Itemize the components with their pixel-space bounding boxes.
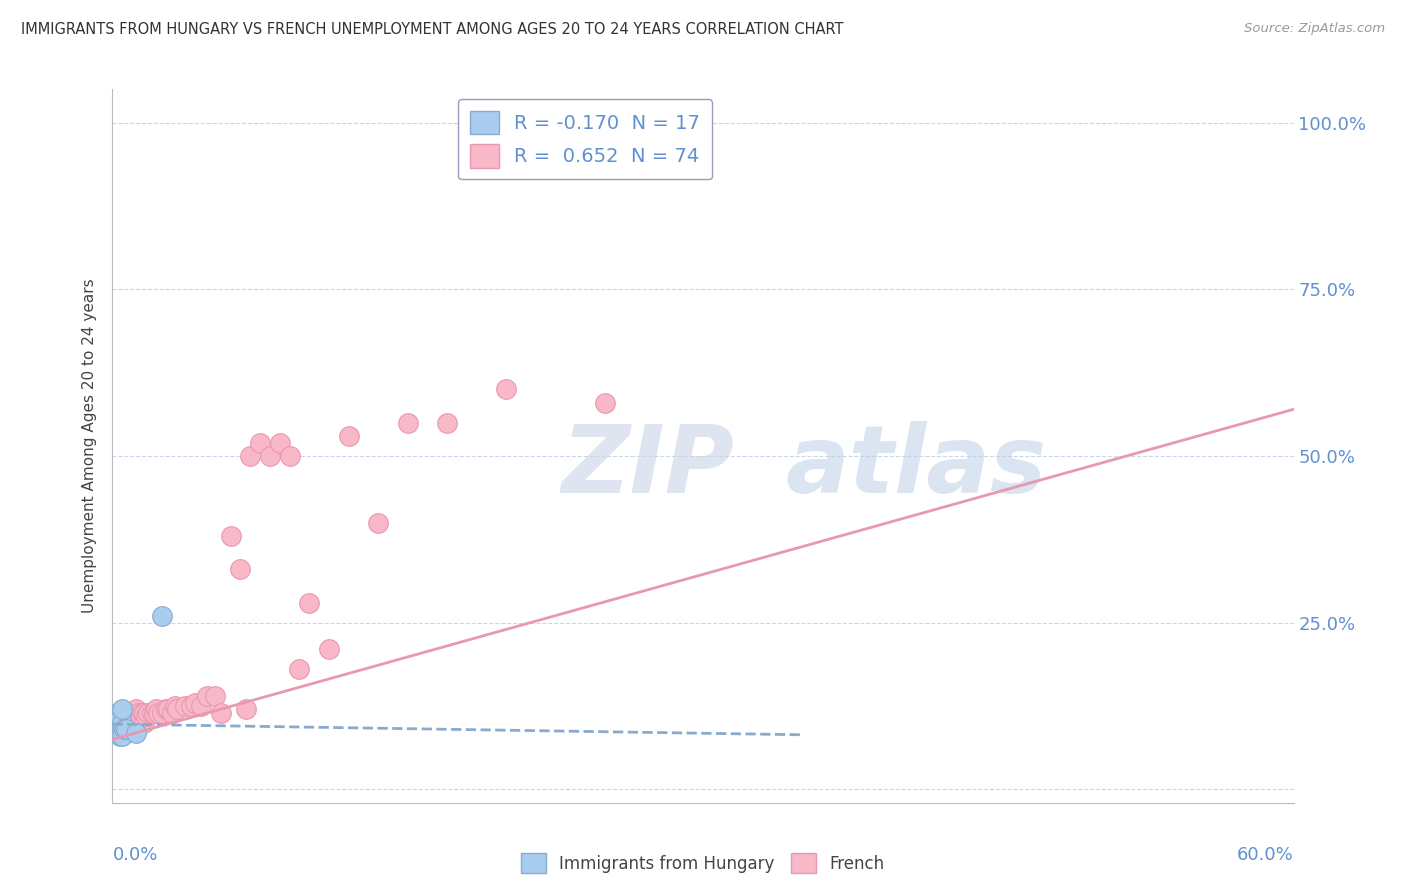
Point: [122, 715, 145, 730]
Text: IMMIGRANTS FROM HUNGARY VS FRENCH UNEMPLOYMENT AMONG AGES 20 TO 24 YEARS CORRELA: IMMIGRANTS FROM HUNGARY VS FRENCH UNEMPL…: [21, 22, 844, 37]
Point: [209, 706, 232, 720]
Point: [110, 719, 132, 733]
Text: 60.0%: 60.0%: [1237, 846, 1294, 863]
Point: [269, 435, 291, 450]
Point: [105, 719, 128, 733]
Point: [110, 713, 132, 727]
Point: [110, 713, 132, 727]
Point: [111, 702, 134, 716]
Point: [141, 706, 163, 720]
Text: Source: ZipAtlas.com: Source: ZipAtlas.com: [1244, 22, 1385, 36]
Point: [122, 706, 145, 720]
Point: [132, 706, 155, 720]
Point: [142, 706, 165, 720]
Point: [146, 706, 169, 720]
Text: ZIP: ZIP: [561, 421, 734, 514]
Point: [127, 706, 149, 720]
Point: [117, 715, 139, 730]
Legend: Immigrants from Hungary, French: Immigrants from Hungary, French: [515, 847, 891, 880]
Point: [174, 699, 197, 714]
Point: [107, 706, 129, 720]
Point: [239, 449, 262, 463]
Point: [111, 725, 134, 739]
Point: [105, 725, 128, 739]
Point: [115, 723, 138, 737]
Point: [593, 395, 616, 409]
Point: [145, 702, 167, 716]
Point: [166, 702, 188, 716]
Point: [131, 706, 153, 720]
Point: [107, 723, 129, 737]
Point: [111, 729, 134, 743]
Point: [115, 719, 138, 733]
Point: [219, 529, 242, 543]
Point: [105, 715, 128, 730]
Point: [121, 706, 143, 720]
Point: [436, 416, 458, 430]
Point: [112, 715, 135, 730]
Point: [107, 715, 129, 730]
Point: [495, 382, 517, 396]
Point: [135, 709, 157, 723]
Point: [249, 435, 271, 450]
Point: [156, 702, 179, 716]
Point: [117, 706, 139, 720]
Point: [111, 715, 134, 730]
Point: [150, 609, 173, 624]
Point: [125, 725, 148, 739]
Point: [195, 689, 218, 703]
Point: [110, 723, 132, 737]
Point: [298, 596, 321, 610]
Point: [136, 706, 159, 720]
Point: [105, 725, 128, 739]
Text: atlas: atlas: [786, 421, 1047, 514]
Y-axis label: Unemployment Among Ages 20 to 24 years: Unemployment Among Ages 20 to 24 years: [82, 278, 97, 614]
Point: [125, 702, 148, 716]
Point: [396, 416, 419, 430]
Point: [121, 723, 143, 737]
Point: [120, 723, 142, 737]
Point: [204, 689, 226, 703]
Point: [235, 702, 257, 716]
Text: 0.0%: 0.0%: [112, 846, 157, 863]
Point: [367, 516, 389, 530]
Point: [132, 715, 155, 730]
Point: [115, 706, 138, 720]
Point: [160, 706, 183, 720]
Point: [112, 723, 135, 737]
Point: [121, 715, 143, 730]
Point: [190, 699, 212, 714]
Point: [165, 699, 187, 714]
Point: [127, 715, 149, 730]
Point: [278, 449, 301, 463]
Point: [125, 713, 148, 727]
Point: [318, 642, 340, 657]
Point: [288, 662, 311, 676]
Point: [110, 725, 132, 739]
Point: [259, 449, 281, 463]
Point: [112, 706, 135, 720]
Point: [111, 723, 134, 737]
Point: [112, 723, 135, 737]
Point: [180, 699, 202, 714]
Point: [120, 713, 142, 727]
Point: [111, 706, 134, 720]
Point: [229, 562, 252, 576]
Point: [111, 715, 134, 730]
Point: [150, 706, 173, 720]
Point: [184, 696, 207, 710]
Point: [337, 429, 360, 443]
Point: [110, 719, 132, 733]
Point: [107, 715, 129, 730]
Point: [117, 723, 139, 737]
Point: [107, 706, 129, 720]
Point: [115, 713, 138, 727]
Point: [155, 702, 177, 716]
Point: [111, 723, 134, 737]
Point: [112, 725, 135, 739]
Point: [107, 723, 129, 737]
Point: [115, 725, 138, 739]
Point: [110, 729, 132, 743]
Point: [129, 713, 152, 727]
